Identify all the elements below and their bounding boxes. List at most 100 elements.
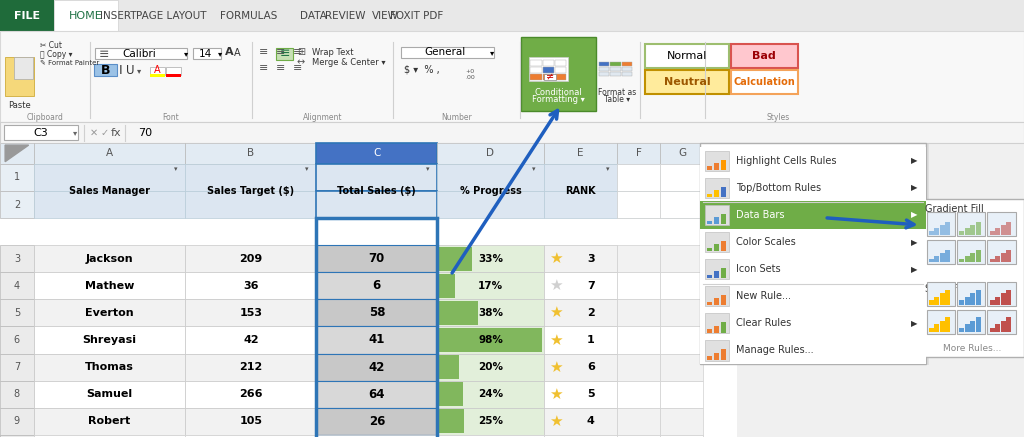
Text: Number: Number <box>441 113 472 121</box>
Bar <box>617 164 660 191</box>
Text: 8: 8 <box>14 389 19 399</box>
Bar <box>965 256 970 262</box>
Text: More Rules...: More Rules... <box>943 344 1001 353</box>
Text: Gradient Fill: Gradient Fill <box>925 204 983 214</box>
Bar <box>544 245 617 272</box>
Bar <box>4 125 78 140</box>
Bar <box>0 435 34 437</box>
Bar <box>529 57 568 81</box>
Bar <box>150 67 165 75</box>
Bar <box>185 164 316 191</box>
Bar <box>599 72 609 76</box>
Text: 5: 5 <box>13 308 20 318</box>
Bar <box>599 62 609 66</box>
Bar <box>617 272 660 299</box>
Bar <box>617 354 660 381</box>
Bar <box>921 199 1024 357</box>
Text: ⎘ Copy ▾: ⎘ Copy ▾ <box>40 50 73 59</box>
Text: D: D <box>486 149 495 158</box>
Text: Bad: Bad <box>752 51 776 61</box>
Text: REVIEW: REVIEW <box>325 11 366 21</box>
Bar <box>14 57 33 79</box>
Text: 3: 3 <box>14 254 19 264</box>
Bar <box>700 229 926 256</box>
Text: 4: 4 <box>14 281 19 291</box>
Text: +0
.00: +0 .00 <box>465 69 475 80</box>
Bar <box>166 67 181 75</box>
Text: Styles: Styles <box>767 113 790 121</box>
Text: 41: 41 <box>369 333 385 347</box>
Bar <box>940 253 945 262</box>
Text: Jackson: Jackson <box>86 254 133 264</box>
Bar <box>543 67 554 73</box>
Bar <box>185 143 316 164</box>
Text: 26: 26 <box>369 415 385 428</box>
Bar <box>714 163 719 170</box>
Bar <box>530 60 542 66</box>
Text: 20%: 20% <box>478 362 503 372</box>
Text: Format as: Format as <box>598 88 637 97</box>
Bar <box>700 256 926 283</box>
Bar <box>622 67 632 71</box>
Bar <box>934 228 939 235</box>
Text: ▶: ▶ <box>911 265 918 274</box>
Bar <box>959 259 965 262</box>
Bar <box>959 231 965 235</box>
Bar <box>660 164 703 191</box>
Bar <box>987 282 1016 306</box>
Bar <box>995 324 1000 332</box>
Bar <box>437 355 459 379</box>
Text: Font: Font <box>163 113 179 121</box>
Bar <box>1007 290 1012 305</box>
Bar <box>521 37 596 111</box>
Text: Neutral: Neutral <box>664 77 711 87</box>
Bar <box>185 272 316 299</box>
Bar <box>714 217 719 224</box>
Bar <box>934 256 939 262</box>
Text: Mathew: Mathew <box>85 281 134 291</box>
Text: DATA: DATA <box>300 11 327 21</box>
Bar <box>707 329 712 333</box>
Text: ▾: ▾ <box>305 166 308 172</box>
Bar <box>185 435 316 437</box>
Text: Calibri: Calibri <box>123 49 156 59</box>
Text: 38%: 38% <box>478 308 503 318</box>
Bar <box>700 283 926 310</box>
Bar <box>185 245 316 272</box>
Text: ▾: ▾ <box>426 166 429 172</box>
Bar <box>437 191 544 218</box>
Bar <box>437 408 544 435</box>
Text: B: B <box>248 149 254 158</box>
Text: Icon Sets: Icon Sets <box>736 264 781 274</box>
Text: HOME: HOME <box>70 11 102 21</box>
Bar <box>617 435 660 437</box>
Bar <box>945 317 950 332</box>
Bar <box>957 282 985 306</box>
Bar <box>316 299 437 326</box>
Bar <box>976 290 981 305</box>
Text: 36: 36 <box>243 281 259 291</box>
Bar <box>166 74 181 77</box>
Bar <box>610 62 621 66</box>
Text: ▶: ▶ <box>911 156 918 165</box>
Text: ▾: ▾ <box>174 166 177 172</box>
Bar <box>940 293 945 305</box>
Text: ≡: ≡ <box>293 48 303 57</box>
Bar <box>555 67 566 73</box>
Bar <box>989 259 994 262</box>
Bar <box>437 245 544 272</box>
Bar <box>924 201 1024 358</box>
Bar <box>316 218 437 437</box>
Bar <box>721 268 726 278</box>
Text: ★: ★ <box>549 387 563 402</box>
Bar <box>705 286 729 306</box>
Bar <box>987 310 1016 334</box>
Text: ▶: ▶ <box>911 319 918 328</box>
Bar <box>660 435 703 437</box>
Text: Normal: Normal <box>667 51 708 61</box>
Bar <box>965 324 970 332</box>
Bar <box>316 164 437 191</box>
Bar <box>660 354 703 381</box>
Bar <box>1007 317 1012 332</box>
Bar <box>721 322 726 333</box>
